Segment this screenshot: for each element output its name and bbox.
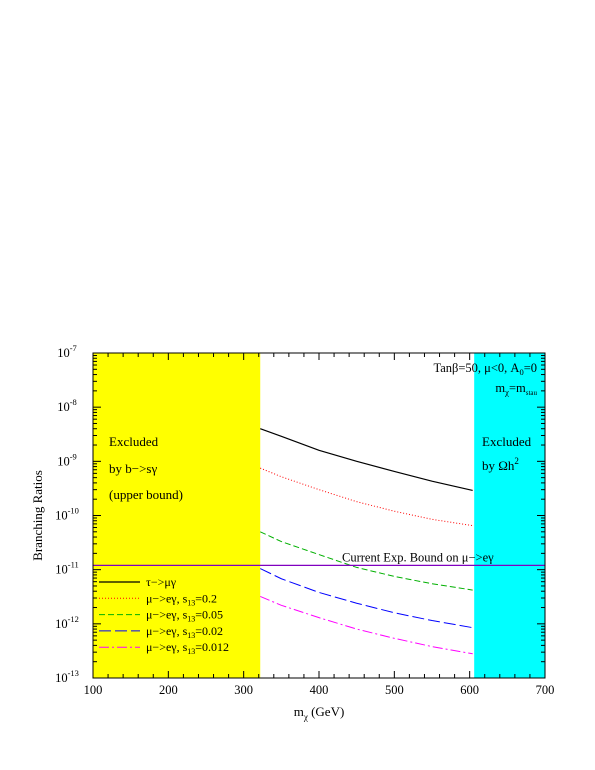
excluded-region-1 xyxy=(474,353,545,678)
y-tick-label: 10-7 xyxy=(57,343,77,360)
y-tick-label: 10-10 xyxy=(55,506,79,523)
param-line-1: Tanβ=50, μ<0, A0=0 xyxy=(433,361,537,377)
y-tick-label: 10-13 xyxy=(55,668,79,685)
bound-label: Current Exp. Bound on μ−>eγ xyxy=(342,550,494,564)
legend-label: μ−>eγ, s13=0.02 xyxy=(146,624,223,640)
region-label-yellow-line: by b−>sγ xyxy=(109,461,157,476)
y-tick-label: 10-9 xyxy=(57,451,77,468)
x-tick-label: 600 xyxy=(460,683,479,697)
x-tick-label: 100 xyxy=(84,683,103,697)
x-tick-label: 400 xyxy=(310,683,329,697)
legend: τ−>μγμ−>eγ, s13=0.2μ−>eγ, s13=0.05μ−>eγ,… xyxy=(99,575,229,656)
y-tick-label: 10-11 xyxy=(55,560,79,577)
param-line-2: mχ=mstau xyxy=(495,381,537,397)
excluded-region-0 xyxy=(93,353,261,678)
x-tick-label: 200 xyxy=(159,683,178,697)
series-line-0 xyxy=(260,428,473,492)
x-tick-label: 700 xyxy=(536,683,555,697)
series-line-3 xyxy=(260,568,473,629)
series-line-4 xyxy=(260,596,473,655)
excluded-regions xyxy=(93,353,545,678)
x-axis-label: mχ (GeV) xyxy=(294,704,345,722)
series-line-2 xyxy=(260,531,473,591)
legend-label: μ−>eγ, s13=0.05 xyxy=(146,608,223,624)
region-label-yellow-line: Excluded xyxy=(109,434,159,449)
region-label-yellow-line: (upper bound) xyxy=(109,487,183,502)
legend-label: μ−>eγ, s13=0.012 xyxy=(146,640,229,656)
experimental-bound: Current Exp. Bound on μ−>eγ xyxy=(93,550,545,566)
y-tick-label: 10-12 xyxy=(55,614,79,631)
region-label-cyan-line: Excluded xyxy=(482,434,532,449)
region-label-cyan-line: by Ωh2 xyxy=(482,456,519,473)
y-axis-label: Branching Ratios xyxy=(30,470,45,561)
legend-label: μ−>eγ, s13=0.2 xyxy=(146,591,217,607)
annotations: Excluded by b−>sγ (upper bound) Excluded by … xyxy=(109,361,537,502)
y-tick-label: 10-8 xyxy=(57,397,77,414)
axis-ticks xyxy=(92,352,546,679)
x-tick-label: 300 xyxy=(234,683,253,697)
legend-label: τ−>μγ xyxy=(146,575,177,589)
x-tick-label: 500 xyxy=(385,683,404,697)
axis-labels: 100 200 300 400 500 600 700 10-13 10-12 10-11 10-1… xyxy=(30,343,554,722)
series-line-1 xyxy=(260,467,473,527)
series-curves xyxy=(260,428,473,655)
